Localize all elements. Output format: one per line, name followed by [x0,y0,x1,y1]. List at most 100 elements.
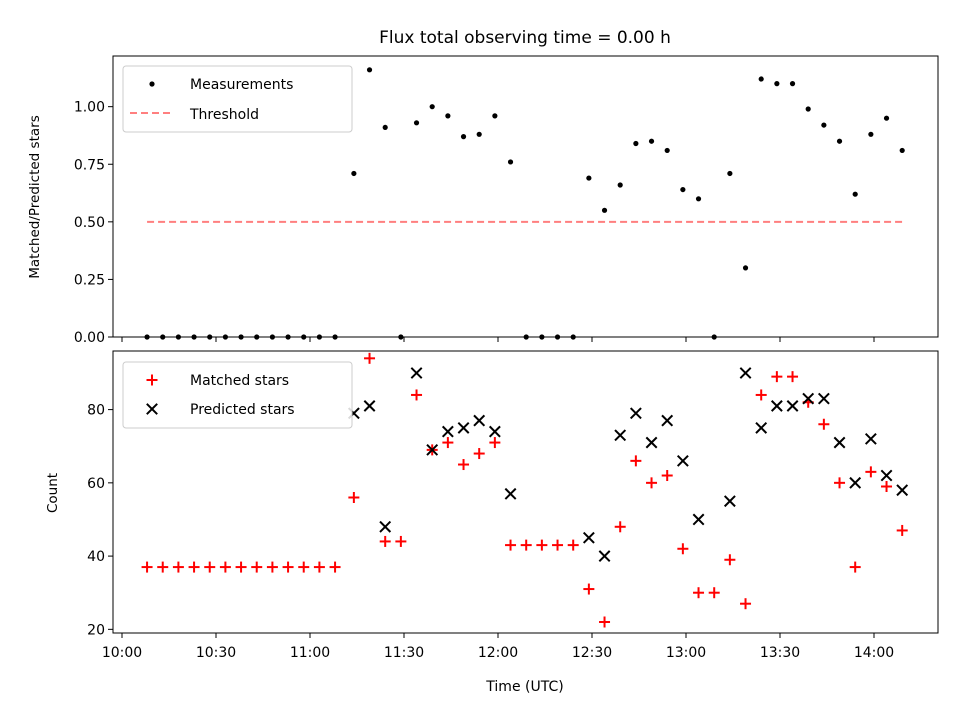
measurement-point [899,147,905,154]
matched-point [395,535,407,547]
matched-point [235,561,247,573]
matched-point [896,524,908,536]
measurement-point [460,134,467,140]
legend-predicted-label: Predicted stars [190,402,295,418]
matched-point [599,616,611,628]
matched-point [614,521,626,533]
predicted-point-b [880,469,893,482]
xtick-label: 10:00 [102,645,142,661]
matched-point [834,477,846,489]
predicted-point [614,429,627,442]
predicted-point [629,407,642,420]
measurement-point [664,147,670,154]
measurement-point [852,191,858,197]
predicted-point [817,392,830,405]
matched-point [348,491,360,503]
matched-point [849,561,861,573]
predicted-point [598,550,611,562]
predicted-point-b [692,513,705,526]
matched-point [313,561,325,573]
predicted-point [426,443,439,456]
measurement-point [648,138,655,144]
measurement-point [789,81,796,87]
measurement-point [366,67,373,73]
measurement-point [601,207,608,213]
top-ytick-label: 0.25 [74,272,105,288]
predicted-point [676,454,689,467]
predicted-point [849,476,862,489]
top-ytick-label: 1.00 [74,100,105,116]
matched-point [818,418,830,430]
predicted-point [833,436,846,449]
predicted-point-b [379,520,392,533]
matched-point [583,583,595,595]
legend-measurements-marker [149,81,155,87]
predicted-point-b [755,422,768,434]
bottom-ytick-label: 20 [87,622,105,638]
top-ytick-label: 0.75 [74,157,105,173]
predicted-point [457,422,470,434]
predicted-point [661,414,674,427]
predicted-point [582,531,595,544]
matched-point [172,561,184,573]
matched-point [740,598,752,610]
top-y-axis-label: Matched/Predicted stars [27,115,43,278]
matched-point [458,459,470,471]
matched-point [188,561,200,573]
bottom-ytick-label: 80 [87,403,105,419]
predicted-point-b [441,425,454,438]
predicted-point-b [426,443,439,456]
predicted-point-b [833,436,846,449]
top-plot-frame [112,55,939,338]
matched-point [755,389,767,401]
measurement-point [413,120,420,126]
predicted-point [692,513,705,526]
predicted-point [504,487,517,500]
measurement-point [742,265,749,271]
legend-predicted-marker [146,403,158,415]
x-axis-label: Time (UTC) [485,679,563,695]
predicted-point-b [410,367,423,379]
matched-point [630,455,642,467]
legend-plus [146,374,158,386]
predicted-point-b [849,476,862,489]
matched-point [724,554,736,566]
legend-matched-label: Matched stars [190,373,289,389]
matched-point [787,371,799,383]
predicted-point-b [473,414,486,427]
predicted-point [880,469,893,482]
measurement-point [758,76,764,82]
matched-point [489,437,501,449]
predicted-point [488,425,501,438]
legend-cross [146,403,158,415]
legend-cross-b [146,403,158,415]
measurement-point [774,81,780,87]
matched-point [364,352,376,364]
measurement-point [382,124,388,131]
measurement-point [805,106,811,112]
matched-point [661,470,673,482]
predicted-point [441,425,454,438]
xtick-label: 11:00 [290,645,330,661]
matched-point [141,561,153,573]
predicted-point-b [817,392,830,405]
bottom-legend: Matched stars Predicted stars [122,361,353,429]
predicted-point [723,495,736,508]
matched-point [520,539,532,551]
predicted-point [896,484,909,497]
matched-point [771,371,783,383]
matched-point [677,543,689,555]
measurement-point [727,170,733,177]
measurement-point [586,175,592,181]
matched-point [536,539,548,551]
predicted-point-b [864,432,877,445]
matched-point [329,561,341,573]
matched-point [204,561,216,573]
matched-point [157,561,169,573]
matched-point [282,561,294,573]
top-ytick-label: 0.50 [74,215,105,231]
predicted-point [473,414,486,427]
legend-matched-marker [146,374,158,386]
measurement-point [633,140,639,147]
matched-point [251,561,263,573]
